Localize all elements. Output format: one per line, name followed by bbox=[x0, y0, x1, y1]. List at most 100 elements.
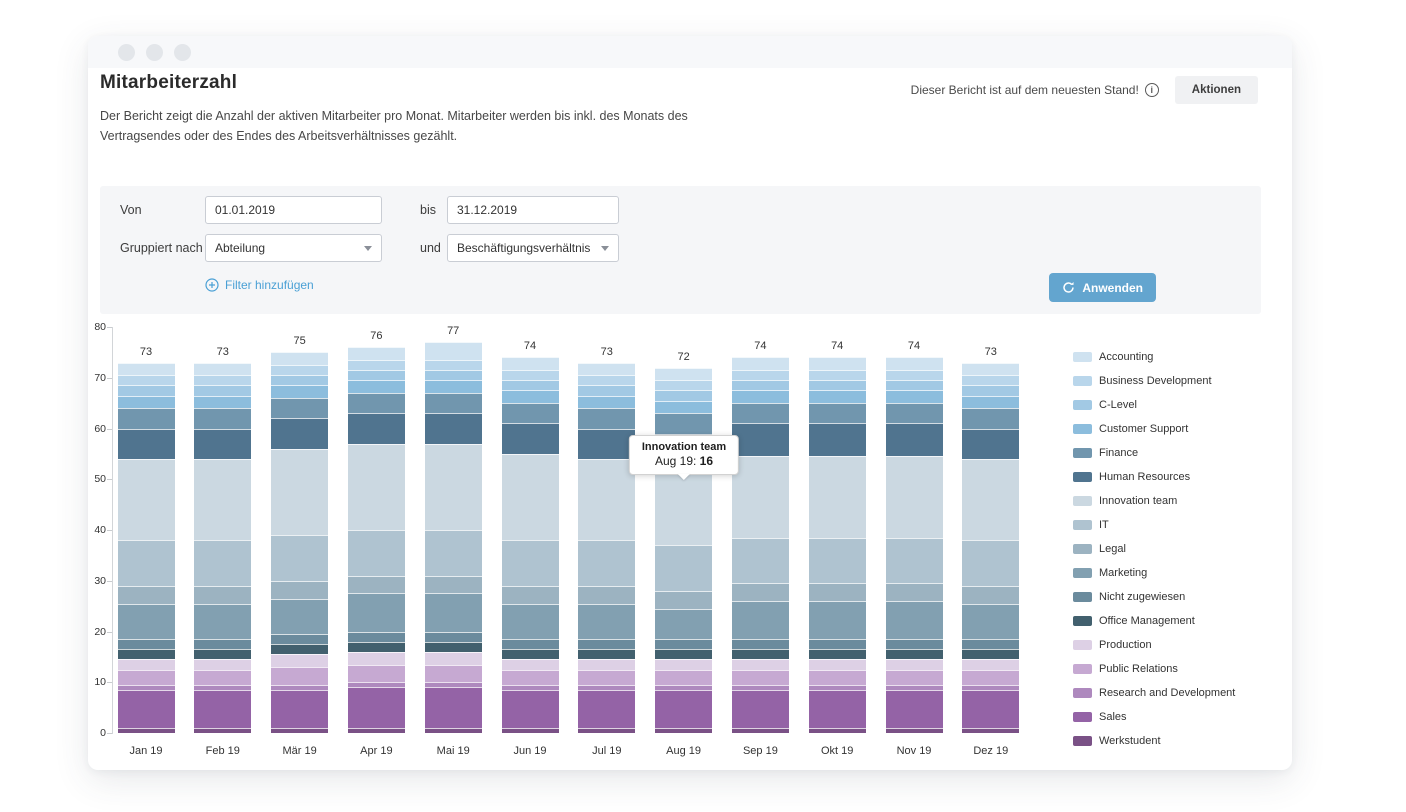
bar-segment[interactable] bbox=[271, 535, 329, 581]
bar-segment[interactable] bbox=[962, 603, 1020, 640]
bar-segment[interactable] bbox=[578, 603, 636, 640]
bar-segment[interactable] bbox=[962, 727, 1020, 733]
bar-sep-19[interactable]: 74 bbox=[731, 327, 789, 733]
bar-segment[interactable] bbox=[194, 727, 252, 733]
bar-segment[interactable] bbox=[578, 727, 636, 733]
bar-segment[interactable] bbox=[194, 458, 252, 541]
bar-segment[interactable] bbox=[194, 428, 252, 459]
bar-segment[interactable] bbox=[962, 385, 1020, 396]
bar-segment[interactable] bbox=[424, 651, 482, 665]
bar-segment[interactable] bbox=[194, 659, 252, 670]
bar-segment[interactable] bbox=[501, 649, 559, 660]
bar-segment[interactable] bbox=[962, 639, 1020, 650]
bar-segment[interactable] bbox=[194, 540, 252, 586]
bar-okt-19[interactable]: 74 bbox=[808, 327, 866, 733]
bar-segment[interactable] bbox=[347, 682, 405, 688]
bar-segment[interactable] bbox=[347, 380, 405, 393]
bar-segment[interactable] bbox=[501, 727, 559, 733]
legend-item[interactable]: Research and Development bbox=[1073, 687, 1235, 699]
bar-segment[interactable] bbox=[347, 641, 405, 652]
bar-dez-19[interactable]: 73 bbox=[962, 327, 1020, 733]
bar-segment[interactable] bbox=[347, 370, 405, 381]
bar-segment[interactable] bbox=[578, 639, 636, 650]
bar-segment[interactable] bbox=[962, 458, 1020, 541]
bar-segment[interactable] bbox=[885, 380, 943, 391]
bar-segment[interactable] bbox=[347, 347, 405, 360]
bar-segment[interactable] bbox=[578, 362, 636, 376]
bar-segment[interactable] bbox=[885, 669, 943, 685]
legend-item[interactable]: Human Resources bbox=[1073, 471, 1235, 483]
bar-segment[interactable] bbox=[885, 370, 943, 381]
bar-segment[interactable] bbox=[271, 598, 329, 635]
legend-item[interactable]: Accounting bbox=[1073, 351, 1235, 363]
bar-segment[interactable] bbox=[962, 659, 1020, 670]
bar-segment[interactable] bbox=[731, 423, 789, 457]
bar-segment[interactable] bbox=[731, 727, 789, 733]
bar-segment[interactable] bbox=[271, 727, 329, 733]
bar-segment[interactable] bbox=[885, 537, 943, 584]
bar-segment[interactable] bbox=[271, 398, 329, 419]
bar-segment[interactable] bbox=[808, 456, 866, 538]
bar-segment[interactable] bbox=[501, 540, 559, 586]
bar-mär-19[interactable]: 75 bbox=[271, 327, 329, 733]
bar-segment[interactable] bbox=[808, 684, 866, 690]
date-from-input[interactable] bbox=[205, 196, 382, 224]
bar-nov-19[interactable]: 74 bbox=[885, 327, 943, 733]
bar-segment[interactable] bbox=[347, 664, 405, 683]
bar-segment[interactable] bbox=[347, 687, 405, 728]
bar-segment[interactable] bbox=[424, 687, 482, 728]
bar-segment[interactable] bbox=[731, 403, 789, 424]
bar-segment[interactable] bbox=[424, 443, 482, 530]
bar-segment[interactable] bbox=[347, 530, 405, 576]
bar-segment[interactable] bbox=[808, 727, 866, 733]
bar-segment[interactable] bbox=[117, 585, 175, 604]
bar-segment[interactable] bbox=[424, 727, 482, 733]
bar-segment[interactable] bbox=[578, 428, 636, 459]
bar-segment[interactable] bbox=[194, 375, 252, 386]
bar-segment[interactable] bbox=[731, 684, 789, 690]
bar-segment[interactable] bbox=[347, 593, 405, 632]
bar-segment[interactable] bbox=[117, 689, 175, 728]
bar-segment[interactable] bbox=[655, 380, 713, 391]
bar-segment[interactable] bbox=[885, 639, 943, 650]
bar-segment[interactable] bbox=[578, 408, 636, 429]
bar-segment[interactable] bbox=[962, 649, 1020, 660]
bar-segment[interactable] bbox=[501, 689, 559, 728]
bar-segment[interactable] bbox=[731, 456, 789, 538]
bar-segment[interactable] bbox=[655, 669, 713, 685]
bar-segment[interactable] bbox=[808, 380, 866, 391]
bar-segment[interactable] bbox=[885, 659, 943, 670]
bar-segment[interactable] bbox=[501, 585, 559, 604]
bar-segment[interactable] bbox=[731, 537, 789, 584]
bar-segment[interactable] bbox=[271, 365, 329, 376]
bar-segment[interactable] bbox=[962, 408, 1020, 429]
bar-segment[interactable] bbox=[501, 684, 559, 690]
bar-segment[interactable] bbox=[885, 583, 943, 602]
bar-segment[interactable] bbox=[194, 585, 252, 604]
bar-segment[interactable] bbox=[424, 413, 482, 444]
bar-segment[interactable] bbox=[271, 644, 329, 655]
bar-segment[interactable] bbox=[962, 669, 1020, 685]
legend-item[interactable]: Werkstudent bbox=[1073, 735, 1235, 747]
bar-segment[interactable] bbox=[962, 585, 1020, 604]
bar-segment[interactable] bbox=[731, 357, 789, 371]
bar-segment[interactable] bbox=[655, 727, 713, 733]
bar-segment[interactable] bbox=[962, 395, 1020, 409]
bar-mai-19[interactable]: 77 bbox=[424, 325, 482, 733]
actions-button[interactable]: Aktionen bbox=[1174, 76, 1258, 104]
bar-segment[interactable] bbox=[731, 390, 789, 404]
group-by-second-select[interactable]: Beschäftigungsverhältnis bbox=[447, 234, 619, 262]
bar-segment[interactable] bbox=[885, 727, 943, 733]
bar-segment[interactable] bbox=[655, 367, 713, 381]
bar-segment[interactable] bbox=[808, 403, 866, 424]
legend-item[interactable]: Innovation team bbox=[1073, 495, 1235, 507]
bar-segment[interactable] bbox=[655, 608, 713, 640]
bar-segment[interactable] bbox=[194, 669, 252, 685]
bar-segment[interactable] bbox=[655, 400, 713, 414]
bar-segment[interactable] bbox=[731, 380, 789, 391]
bar-segment[interactable] bbox=[578, 458, 636, 541]
bar-jan-19[interactable]: 73 bbox=[117, 327, 175, 733]
bar-segment[interactable] bbox=[117, 659, 175, 670]
bar-segment[interactable] bbox=[578, 385, 636, 396]
bar-segment[interactable] bbox=[962, 689, 1020, 728]
